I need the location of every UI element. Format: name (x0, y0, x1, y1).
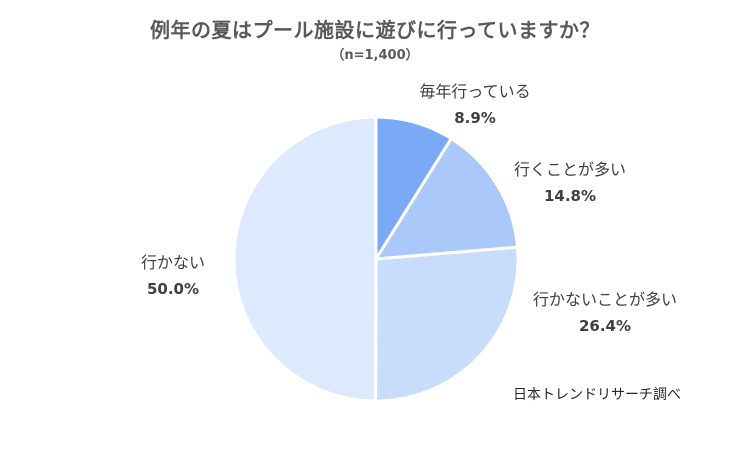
slice-value-label: 26.4% (578, 317, 632, 335)
slice-label-2: 行かないことが多い 26.4% (515, 287, 695, 339)
slice-value-label: 8.9% (454, 109, 496, 127)
slice-category-label: 毎年行っている (419, 82, 531, 101)
chart-title: 例年の夏はプール施設に遊びに行っていますか？ (150, 18, 600, 42)
slice-category-label: 行かない (140, 253, 205, 272)
slice-value-label: 14.8% (543, 187, 597, 205)
pie-slice-3 (232, 115, 378, 403)
slice-label-1: 行くことが多い 14.8% (495, 157, 645, 209)
slice-label-3: 行かない 50.0% (118, 250, 228, 302)
pie-slice-1 (374, 137, 520, 261)
slice-label-0: 毎年行っている 8.9% (400, 79, 550, 131)
pie-slice-2 (374, 245, 520, 403)
source-note: 日本トレンドリサーチ調べ (513, 387, 681, 403)
pie-slices (232, 115, 520, 403)
slice-value-label: 50.0% (146, 280, 200, 298)
slice-category-label: 行くことが多い (513, 160, 626, 179)
slice-category-label: 行かないことが多い (532, 290, 677, 309)
chart-subtitle: （n=1,400） (331, 48, 419, 63)
